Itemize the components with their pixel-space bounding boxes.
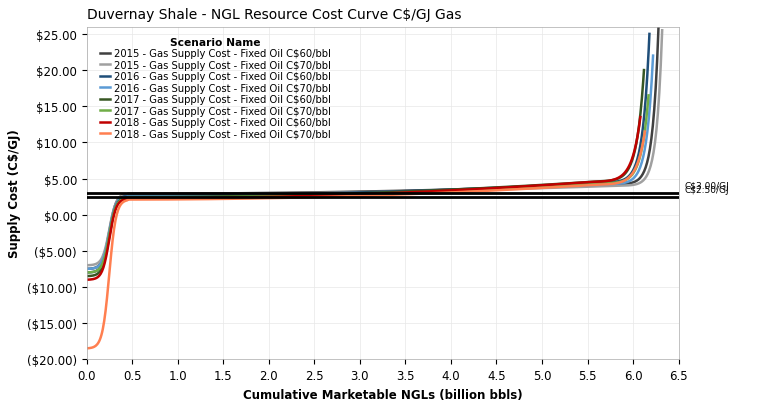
- 2017 - Gas Supply Cost - Fixed Oil C$60/bbl: [82, 274, 91, 279]
- 2016 - Gas Supply Cost - Fixed Oil C$60/bbl: [117, 196, 126, 201]
- Line: 2018 - Gas Supply Cost - Fixed Oil C$60/bbl: 2018 - Gas Supply Cost - Fixed Oil C$60/…: [87, 118, 641, 280]
- 2017 - Gas Supply Cost - Fixed Oil C$60/bbl: [562, 182, 571, 187]
- 2017 - Gas Supply Cost - Fixed Oil C$70/bbl: [82, 270, 91, 275]
- 2016 - Gas Supply Cost - Fixed Oil C$70/bbl: [511, 187, 521, 191]
- 2018 - Gas Supply Cost - Fixed Oil C$70/bbl: [82, 346, 91, 351]
- 2018 - Gas Supply Cost - Fixed Oil C$60/bbl: [418, 190, 427, 195]
- 2018 - Gas Supply Cost - Fixed Oil C$70/bbl: [505, 188, 515, 193]
- 2016 - Gas Supply Cost - Fixed Oil C$60/bbl: [441, 188, 450, 193]
- 2015 - Gas Supply Cost - Fixed Oil C$60/bbl: [117, 194, 126, 199]
- 2017 - Gas Supply Cost - Fixed Oil C$70/bbl: [408, 191, 417, 196]
- 2016 - Gas Supply Cost - Fixed Oil C$70/bbl: [648, 54, 657, 59]
- Y-axis label: Supply Cost (C$/GJ): Supply Cost (C$/GJ): [8, 129, 21, 258]
- 2015 - Gas Supply Cost - Fixed Oil C$70/bbl: [657, 29, 667, 34]
- 2017 - Gas Supply Cost - Fixed Oil C$60/bbl: [639, 68, 648, 73]
- 2015 - Gas Supply Cost - Fixed Oil C$70/bbl: [448, 189, 458, 193]
- 2015 - Gas Supply Cost - Fixed Oil C$70/bbl: [118, 194, 127, 199]
- 2015 - Gas Supply Cost - Fixed Oil C$60/bbl: [516, 186, 525, 191]
- Text: Duvernay Shale - NGL Resource Cost Curve C$/GJ Gas: Duvernay Shale - NGL Resource Cost Curve…: [87, 8, 461, 22]
- 2018 - Gas Supply Cost - Fixed Oil C$60/bbl: [435, 189, 444, 194]
- Line: 2016 - Gas Supply Cost - Fixed Oil C$60/bbl: 2016 - Gas Supply Cost - Fixed Oil C$60/…: [87, 35, 650, 273]
- 2018 - Gas Supply Cost - Fixed Oil C$60/bbl: [502, 186, 511, 191]
- 2018 - Gas Supply Cost - Fixed Oil C$70/bbl: [438, 191, 447, 196]
- 2018 - Gas Supply Cost - Fixed Oil C$60/bbl: [116, 199, 125, 204]
- 2017 - Gas Supply Cost - Fixed Oil C$60/bbl: [437, 188, 446, 193]
- 2018 - Gas Supply Cost - Fixed Oil C$70/bbl: [421, 191, 430, 196]
- 2016 - Gas Supply Cost - Fixed Oil C$60/bbl: [567, 182, 576, 187]
- 2018 - Gas Supply Cost - Fixed Oil C$60/bbl: [82, 278, 91, 283]
- Line: 2017 - Gas Supply Cost - Fixed Oil C$70/bbl: 2017 - Gas Supply Cost - Fixed Oil C$70/…: [87, 96, 648, 273]
- 2016 - Gas Supply Cost - Fixed Oil C$70/bbl: [82, 267, 91, 272]
- Line: 2016 - Gas Supply Cost - Fixed Oil C$70/bbl: 2016 - Gas Supply Cost - Fixed Oil C$70/…: [87, 56, 653, 269]
- 2015 - Gas Supply Cost - Fixed Oil C$60/bbl: [446, 188, 455, 193]
- Text: C$2.50/GJ: C$2.50/GJ: [684, 185, 729, 194]
- Line: 2017 - Gas Supply Cost - Fixed Oil C$60/bbl: 2017 - Gas Supply Cost - Fixed Oil C$60/…: [87, 71, 644, 276]
- 2017 - Gas Supply Cost - Fixed Oil C$70/bbl: [423, 190, 432, 195]
- 2015 - Gas Supply Cost - Fixed Oil C$70/bbl: [432, 189, 441, 194]
- 2015 - Gas Supply Cost - Fixed Oil C$60/bbl: [575, 184, 584, 189]
- 2015 - Gas Supply Cost - Fixed Oil C$70/bbl: [518, 187, 527, 192]
- 2016 - Gas Supply Cost - Fixed Oil C$70/bbl: [443, 189, 452, 194]
- 2018 - Gas Supply Cost - Fixed Oil C$70/bbl: [562, 184, 572, 189]
- Line: 2018 - Gas Supply Cost - Fixed Oil C$70/bbl: 2018 - Gas Supply Cost - Fixed Oil C$70/…: [87, 132, 645, 348]
- 2017 - Gas Supply Cost - Fixed Oil C$70/bbl: [644, 94, 653, 99]
- Line: 2015 - Gas Supply Cost - Fixed Oil C$70/bbl: 2015 - Gas Supply Cost - Fixed Oil C$70/…: [87, 31, 662, 265]
- 2015 - Gas Supply Cost - Fixed Oil C$70/bbl: [578, 185, 587, 190]
- 2016 - Gas Supply Cost - Fixed Oil C$70/bbl: [117, 196, 126, 201]
- 2015 - Gas Supply Cost - Fixed Oil C$60/bbl: [654, 25, 663, 30]
- 2016 - Gas Supply Cost - Fixed Oil C$70/bbl: [426, 190, 435, 195]
- 2015 - Gas Supply Cost - Fixed Oil C$70/bbl: [416, 189, 426, 194]
- 2018 - Gas Supply Cost - Fixed Oil C$70/bbl: [407, 192, 416, 197]
- 2017 - Gas Supply Cost - Fixed Oil C$60/bbl: [420, 189, 429, 194]
- 2017 - Gas Supply Cost - Fixed Oil C$70/bbl: [566, 184, 575, 189]
- 2016 - Gas Supply Cost - Fixed Oil C$60/bbl: [509, 185, 518, 190]
- Line: 2015 - Gas Supply Cost - Fixed Oil C$60/bbl: 2015 - Gas Supply Cost - Fixed Oil C$60/…: [87, 27, 658, 269]
- Text: C$3.00/GJ: C$3.00/GJ: [684, 182, 729, 191]
- X-axis label: Cumulative Marketable NGLs (billion bbls): Cumulative Marketable NGLs (billion bbls…: [243, 388, 522, 401]
- 2015 - Gas Supply Cost - Fixed Oil C$60/bbl: [82, 267, 91, 272]
- 2016 - Gas Supply Cost - Fixed Oil C$60/bbl: [82, 270, 91, 275]
- 2016 - Gas Supply Cost - Fixed Oil C$60/bbl: [645, 32, 654, 37]
- 2017 - Gas Supply Cost - Fixed Oil C$60/bbl: [406, 189, 415, 194]
- 2015 - Gas Supply Cost - Fixed Oil C$60/bbl: [429, 188, 439, 193]
- 2015 - Gas Supply Cost - Fixed Oil C$60/bbl: [414, 189, 423, 193]
- 2017 - Gas Supply Cost - Fixed Oil C$60/bbl: [116, 198, 125, 202]
- 2018 - Gas Supply Cost - Fixed Oil C$60/bbl: [636, 115, 645, 120]
- 2018 - Gas Supply Cost - Fixed Oil C$60/bbl: [404, 191, 413, 196]
- 2017 - Gas Supply Cost - Fixed Oil C$60/bbl: [505, 185, 514, 190]
- 2017 - Gas Supply Cost - Fixed Oil C$70/bbl: [440, 189, 449, 194]
- 2017 - Gas Supply Cost - Fixed Oil C$70/bbl: [508, 187, 518, 191]
- 2018 - Gas Supply Cost - Fixed Oil C$70/bbl: [641, 130, 650, 135]
- 2018 - Gas Supply Cost - Fixed Oil C$60/bbl: [559, 182, 568, 187]
- 2016 - Gas Supply Cost - Fixed Oil C$60/bbl: [409, 189, 418, 194]
- 2016 - Gas Supply Cost - Fixed Oil C$70/bbl: [570, 184, 579, 189]
- 2017 - Gas Supply Cost - Fixed Oil C$70/bbl: [116, 198, 125, 203]
- 2015 - Gas Supply Cost - Fixed Oil C$70/bbl: [82, 263, 91, 268]
- 2018 - Gas Supply Cost - Fixed Oil C$70/bbl: [116, 202, 125, 207]
- 2016 - Gas Supply Cost - Fixed Oil C$60/bbl: [424, 189, 433, 193]
- Legend: 2015 - Gas Supply Cost - Fixed Oil C$60/bbl, 2015 - Gas Supply Cost - Fixed Oil : 2015 - Gas Supply Cost - Fixed Oil C$60/…: [97, 36, 333, 142]
- 2016 - Gas Supply Cost - Fixed Oil C$70/bbl: [411, 190, 420, 195]
